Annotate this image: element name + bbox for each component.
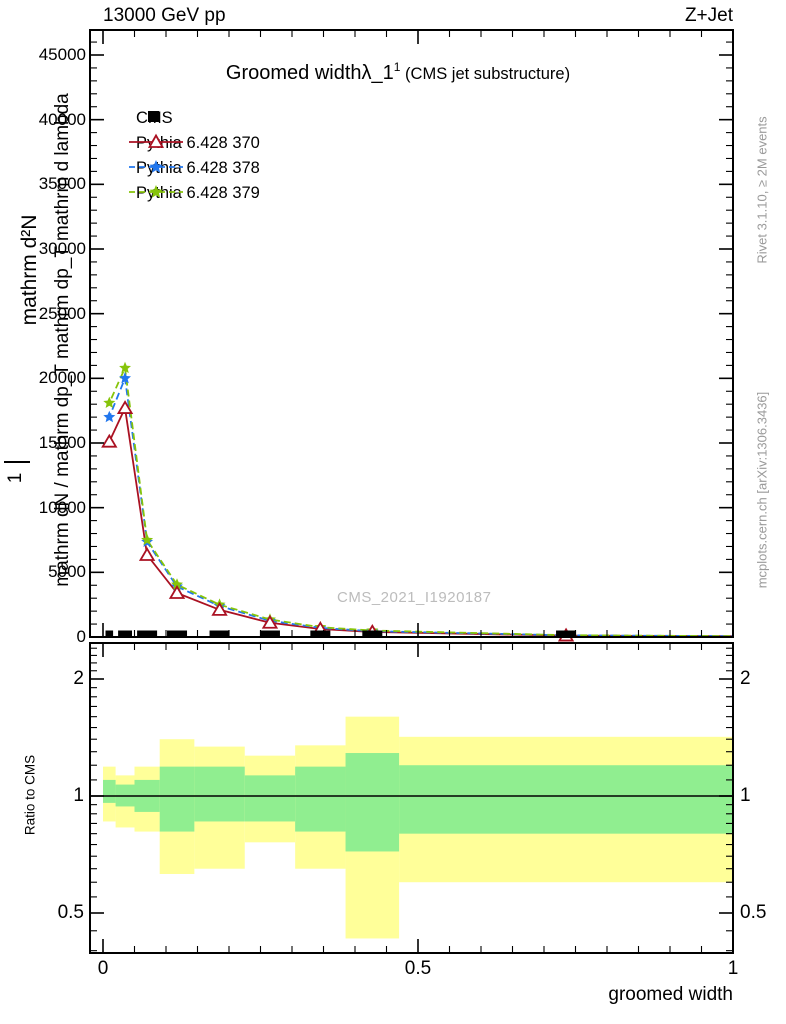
x-tick-label: 1 [727,958,739,979]
ratio-tick-label-left: 1 [73,785,84,806]
cms-data-point [209,630,230,637]
legend-label-pythia-379: Pythia 6.428 379 [136,183,260,202]
cms-data-point [556,630,577,637]
cms-data-point [137,630,158,637]
data-marker-open-triangle [261,614,279,629]
y-tick-label: 5000 [48,562,86,581]
ratio-band-green [194,766,245,822]
ratio-tick-label-left: 0.5 [57,902,84,923]
x-tick-label: 0 [97,958,109,979]
ratio-panel-frame [89,642,734,954]
data-marker-open-triangle [116,400,134,414]
ratio-band-green [244,775,296,822]
legend-entry-pythia-378: Pythia 6.428 378 [128,157,260,179]
legend-entry-cms: CMS [128,107,173,129]
cms-data-point [105,630,114,637]
y-axis-label-one: 1 [5,472,26,484]
cms-data-point [118,630,132,637]
y-tick-label: 40000 [38,110,86,129]
red-triangle-line-icon [129,133,183,148]
legend-entry-pythia-370: Pythia 6.428 370 [128,132,260,154]
data-marker-star [119,361,131,374]
data-marker-star [141,533,154,546]
ratio-axis-label: Ratio to CMS [22,754,38,836]
mcplots-arxiv-note: mcplots.cern.ch [arXiv:1306.3436] [754,391,770,589]
y-tick-label: 15000 [38,433,86,452]
data-marker-open-triangle [211,601,228,616]
green-star-line-icon [129,185,183,198]
ratio-tick-label-right: 2 [740,668,751,689]
y-tick-label: 45000 [38,45,86,64]
ratio-band-green [345,753,400,852]
beam-energy-label: 13000 GeV pp [103,5,226,26]
data-marker-star [103,396,116,408]
legend-label-pythia-378: Pythia 6.428 378 [136,158,260,177]
main-panel-frame [89,29,734,638]
ratio-band-green [103,779,116,803]
process-label: Z+Jet [684,5,733,26]
x-axis-label: groomed width [608,984,733,1005]
data-marker-star [119,372,131,384]
legend-entry-pythia-379: Pythia 6.428 379 [128,182,260,204]
cms-data-point [167,630,188,637]
cms-data-point [310,630,331,637]
data-marker-open-triangle [101,433,118,448]
ratio-band-green [295,766,346,832]
legend-label-pythia-370: Pythia 6.428 370 [136,133,260,152]
y-tick-label: 25000 [38,304,86,323]
data-marker-open-triangle [138,547,156,561]
ratio-band-green [159,766,195,832]
y-tick-label: 35000 [38,174,86,193]
data-marker-open-triangle [168,585,186,599]
data-marker-star [171,578,183,590]
plot-title-main: Groomed width [225,62,362,84]
plot-title-sup: 1 [393,60,401,74]
rivet-version-note: Rivet 3.1.10, ≥ 2M events [754,116,770,264]
y-tick-label: 0 [76,627,86,646]
data-marker-star [103,410,116,423]
ratio-band-green [399,765,733,834]
ratio-tick-label-right: 1 [740,785,751,806]
plot-title-subtitle: (CMS jet substructure) [405,65,571,83]
black-square-marker-icon [148,111,159,122]
plot-title: Groomed widthλ_11 (CMS jet substructure) [90,60,706,85]
ratio-tick-label-left: 2 [73,668,84,689]
ratio-tick-label-right: 0.5 [740,902,767,923]
analysis-id-watermark: CMS_2021_I1920187 [337,589,492,606]
cms-data-point [362,630,383,637]
x-tick-label: 0.5 [404,958,432,979]
plot-title-lambda: λ_1 [361,62,394,84]
y-tick-label: 10000 [38,498,86,517]
cms-data-point [259,630,280,637]
blue-star-line-icon [129,160,183,173]
series-curve-pythia-6-428-379 [108,364,734,638]
y-tick-label: 30000 [38,239,86,258]
y-tick-label: 20000 [38,368,86,387]
y-axis-fraction-bar [4,461,30,463]
